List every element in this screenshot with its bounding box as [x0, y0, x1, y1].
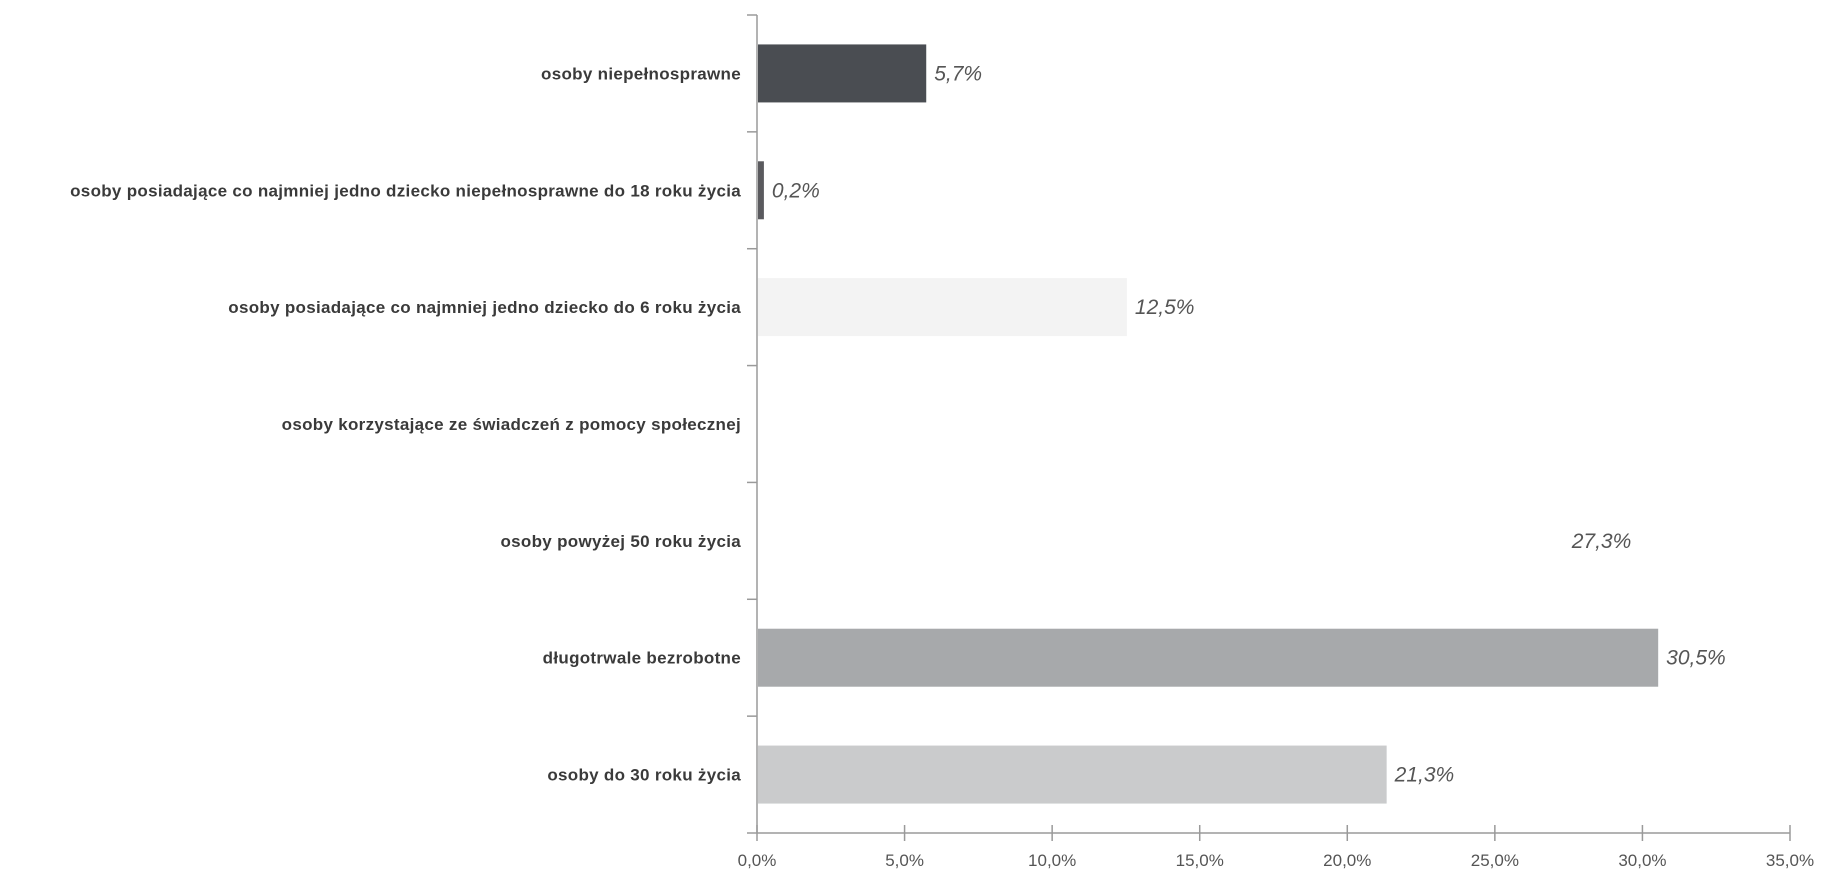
category-label: długotrwale bezrobotne — [543, 649, 741, 668]
bar — [758, 44, 927, 103]
bar — [758, 511, 1564, 570]
x-tick-label: 35,0% — [1766, 851, 1814, 870]
x-tick-label: 30,0% — [1618, 851, 1666, 870]
x-tick-label: 5,0% — [885, 851, 924, 870]
value-labels: 5,7% 0,2% 12,5% 27,3% 30,5% 21,3% — [772, 62, 1726, 786]
x-tick-label: 15,0% — [1176, 851, 1224, 870]
x-tick-labels: 0,0% 5,0% 10,0% 15,0% 20,0% 25,0% 30,0% 35,0% — [738, 851, 1814, 870]
bars — [758, 44, 1659, 804]
value-label: 30,5% — [1666, 647, 1726, 670]
category-label: osoby powyżej 50 roku życia — [500, 532, 741, 551]
bar — [758, 161, 764, 220]
category-label: osoby niepełnosprawne — [541, 64, 741, 83]
value-label: 27,3% — [1571, 530, 1632, 553]
category-labels: osoby niepełnosprawne osoby posiadające c… — [70, 64, 741, 784]
category-label: osoby posiadające co najmniej jedno dzie… — [228, 298, 741, 317]
category-label: osoby posiadające co najmniej jedno dzie… — [70, 181, 741, 200]
axis-ticks — [747, 14, 1791, 841]
x-tick-label: 0,0% — [738, 851, 777, 870]
axes — [756, 15, 1790, 834]
category-label: osoby korzystające ze świadczeń z pomocy… — [282, 415, 741, 434]
bar — [758, 278, 1127, 337]
value-label: 0,2% — [772, 179, 820, 202]
value-label: 12,5% — [1135, 296, 1195, 319]
bar — [758, 628, 1659, 687]
x-tick-label: 20,0% — [1323, 851, 1371, 870]
x-tick-label: 25,0% — [1471, 851, 1519, 870]
x-tick-label: 10,0% — [1028, 851, 1076, 870]
bar — [758, 745, 1387, 804]
category-label: osoby do 30 roku życia — [547, 766, 741, 785]
value-label: 21,3% — [1394, 764, 1455, 787]
value-label: 5,7% — [934, 62, 982, 85]
